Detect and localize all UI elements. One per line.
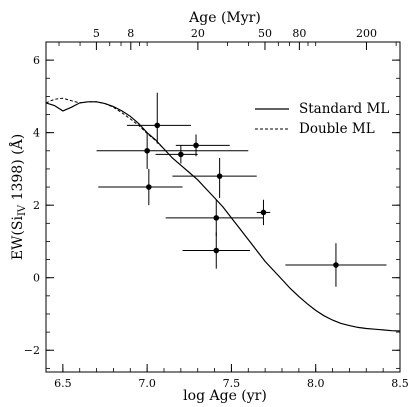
y-tick-label: 2 xyxy=(33,199,40,212)
data-point xyxy=(193,142,199,149)
data-point xyxy=(154,122,161,129)
left-axis-title-subscript: IV xyxy=(17,204,28,216)
y-tick-label: 4 xyxy=(33,127,40,140)
data-point-group xyxy=(165,199,264,237)
data-point xyxy=(178,151,184,158)
plot-frame xyxy=(45,41,401,373)
data-point xyxy=(213,215,220,221)
data-point-group xyxy=(172,158,257,198)
top-axis-title: Age (Myr) xyxy=(188,10,261,26)
data-point xyxy=(144,147,150,154)
data-point xyxy=(260,209,267,216)
legend-label-double-ml: Double ML xyxy=(299,121,375,137)
x-tick-label: 7.0 xyxy=(138,377,156,390)
top-tick-label: 5 xyxy=(93,27,100,40)
top-tick-label: 80 xyxy=(292,27,306,40)
data-point xyxy=(216,173,223,179)
x-tick-label: 8.0 xyxy=(307,377,325,390)
svg-text:EW(SiIV 1398) (Å): EW(SiIV 1398) (Å) xyxy=(8,134,28,260)
y-tick-label: 0 xyxy=(33,272,40,285)
top-tick-label: 50 xyxy=(258,27,272,40)
top-tick-label: 20 xyxy=(191,27,205,40)
data-point-group xyxy=(98,168,183,206)
data-point-group xyxy=(182,232,250,269)
data-point-group xyxy=(155,145,198,164)
double-ml-curve xyxy=(46,97,165,150)
data-point-group xyxy=(96,132,249,169)
data-point-group xyxy=(285,243,387,287)
data-point-group xyxy=(175,134,230,157)
y-tick-label: 6 xyxy=(33,54,40,67)
legend-label-standard-ml: Standard ML xyxy=(299,101,389,117)
left-axis-title-part: ) xyxy=(10,134,26,139)
data-point xyxy=(213,247,220,254)
top-tick-label: 8 xyxy=(127,27,134,40)
x-tick-label: 8.5 xyxy=(391,377,409,390)
legend: Standard ML Double ML xyxy=(255,101,389,137)
x-tick-label: 7.5 xyxy=(223,377,241,390)
x-tick-label: 6.5 xyxy=(54,377,72,390)
data-point-group xyxy=(126,92,191,144)
left-axis-title-unit: Å xyxy=(8,138,26,150)
data-point xyxy=(333,262,339,268)
data-point xyxy=(146,184,152,190)
y-tick-label: −2 xyxy=(24,344,40,357)
top-tick-label: 200 xyxy=(356,27,377,40)
left-axis-title-part: 1398) ( xyxy=(10,149,26,204)
bottom-axis-title: log Age (yr) xyxy=(183,388,267,404)
left-axis-title: EW(SiIV 1398) (Å) xyxy=(8,134,28,260)
left-axis-title-part: EW(Si xyxy=(10,216,26,261)
data-point-group xyxy=(256,199,271,226)
